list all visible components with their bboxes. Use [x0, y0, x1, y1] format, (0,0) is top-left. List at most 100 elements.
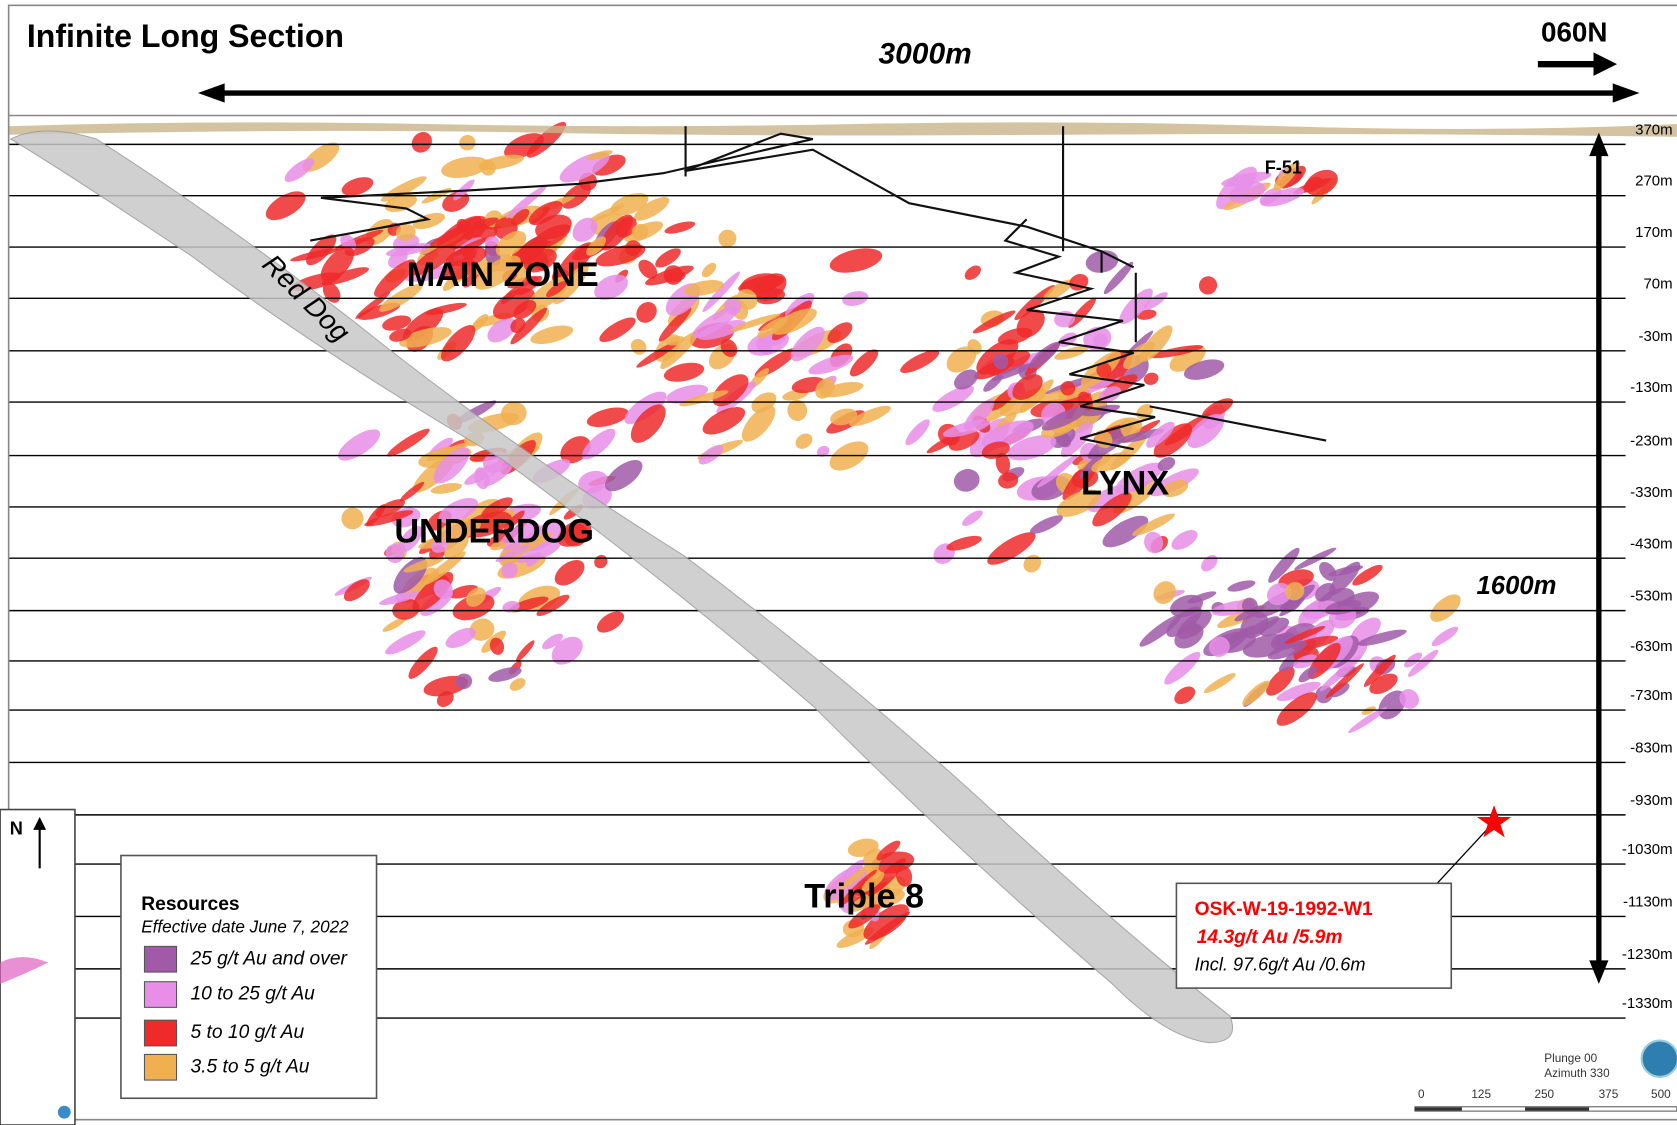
legend-swatch [143, 945, 178, 973]
ore-blob [433, 447, 470, 484]
underground-workings [310, 126, 1327, 451]
ore-blob [1103, 261, 1134, 295]
ore-blob [664, 221, 696, 234]
ore-blob [395, 224, 416, 241]
ore-blob [426, 442, 470, 462]
ore-blob [1060, 380, 1076, 396]
ore-blob [1060, 422, 1093, 458]
drift [1149, 405, 1327, 442]
leader-line [1434, 827, 1490, 886]
ore-blob [1278, 569, 1314, 590]
ore-blob [1171, 529, 1198, 550]
ore-blob [343, 579, 370, 602]
ore-blob [506, 185, 547, 219]
ore-blob [1201, 555, 1218, 572]
ore-blob [1187, 413, 1225, 449]
ore-blob [846, 889, 888, 913]
ore-blob [397, 525, 423, 554]
ore-blob [953, 469, 980, 492]
ore-blob [1276, 681, 1321, 701]
ore-blob [487, 317, 517, 343]
elevation-label: -630m [1630, 638, 1672, 655]
elevation-label: -30m [1639, 328, 1673, 345]
scale-label: 250 [1534, 1088, 1554, 1101]
elevation-label: -930m [1630, 792, 1672, 809]
ore-blob [658, 307, 692, 342]
elevation-label: -1030m [1622, 841, 1673, 858]
ore-blob [437, 518, 481, 542]
ore-blob [1260, 187, 1305, 207]
ore-blob [1115, 462, 1163, 495]
ore-blob [698, 444, 724, 465]
ore-blob [1378, 690, 1406, 720]
ore-blob [445, 627, 476, 649]
ore-blob [599, 317, 636, 343]
ore-blob [702, 407, 746, 435]
elevation-label: -830m [1630, 740, 1672, 757]
elevation-label: -430m [1630, 535, 1672, 552]
ore-blob [501, 286, 520, 304]
ore-blob [1012, 374, 1043, 400]
ore-blob [1014, 284, 1055, 321]
legend-swatch [143, 1019, 178, 1047]
ore-blob [1170, 594, 1204, 618]
included-grade: Incl. 97.6g/t Au /0.6m [1195, 954, 1366, 974]
ore-blob [411, 131, 432, 153]
ore-blob [1234, 605, 1265, 622]
ore-blob [864, 889, 905, 910]
ore-blob [563, 523, 588, 547]
ore-blob [790, 326, 825, 362]
ore-blob [604, 459, 643, 492]
ore-blob [1092, 492, 1132, 527]
legend: Resources Effective date June 7, 2022 25… [120, 854, 378, 1100]
ore-blob [787, 399, 808, 421]
ore-blob [665, 270, 686, 283]
ore-blob [981, 420, 1034, 449]
ore-blob [572, 217, 598, 242]
ore-blob [488, 667, 522, 682]
ore-blob [403, 556, 445, 573]
ore-blob [1221, 171, 1272, 187]
ore-blob [998, 472, 1019, 489]
ore-blob [771, 308, 817, 335]
ore-blob [389, 328, 412, 342]
ore-blob [404, 266, 455, 282]
ore-blob [830, 408, 858, 426]
elevation-label: -1330m [1622, 995, 1673, 1012]
legend-title: Resources [141, 894, 239, 915]
legend-label: 25 g/t Au and over [189, 948, 348, 969]
ore-blob [795, 433, 813, 449]
orientation-label: 060N [1541, 17, 1607, 48]
inset-logo [57, 1105, 71, 1119]
ore-blob [1079, 454, 1103, 478]
ore-blob [741, 405, 776, 442]
ore-blob [1039, 387, 1089, 403]
ore-blob [586, 407, 629, 428]
ore-blob [1229, 181, 1266, 204]
ore-blob [1123, 341, 1155, 370]
ore-blob [546, 281, 568, 298]
ore-blob [1276, 692, 1317, 726]
ore-blob [437, 215, 482, 249]
ore-blob [905, 419, 930, 446]
ore-blob [436, 691, 454, 707]
ore-blob [341, 177, 374, 196]
ore-blob [636, 302, 657, 323]
elevation-label: 270m [1635, 173, 1672, 190]
ore-blob [815, 378, 835, 399]
ore-blob [863, 904, 909, 940]
ore-blob [341, 507, 364, 530]
ore-blob [530, 325, 574, 345]
ore-blob [1183, 359, 1225, 380]
elevation-label: 370m [1635, 121, 1672, 138]
ore-blob [433, 579, 453, 600]
ore-blob [1305, 169, 1338, 196]
surface-topography [8, 122, 1677, 137]
ore-blob [1399, 689, 1420, 709]
ore-blob [412, 212, 446, 230]
ore-blob [594, 274, 628, 300]
arrow-head [1612, 83, 1640, 103]
ore-blob [499, 522, 541, 551]
ore-blob [1157, 457, 1176, 472]
